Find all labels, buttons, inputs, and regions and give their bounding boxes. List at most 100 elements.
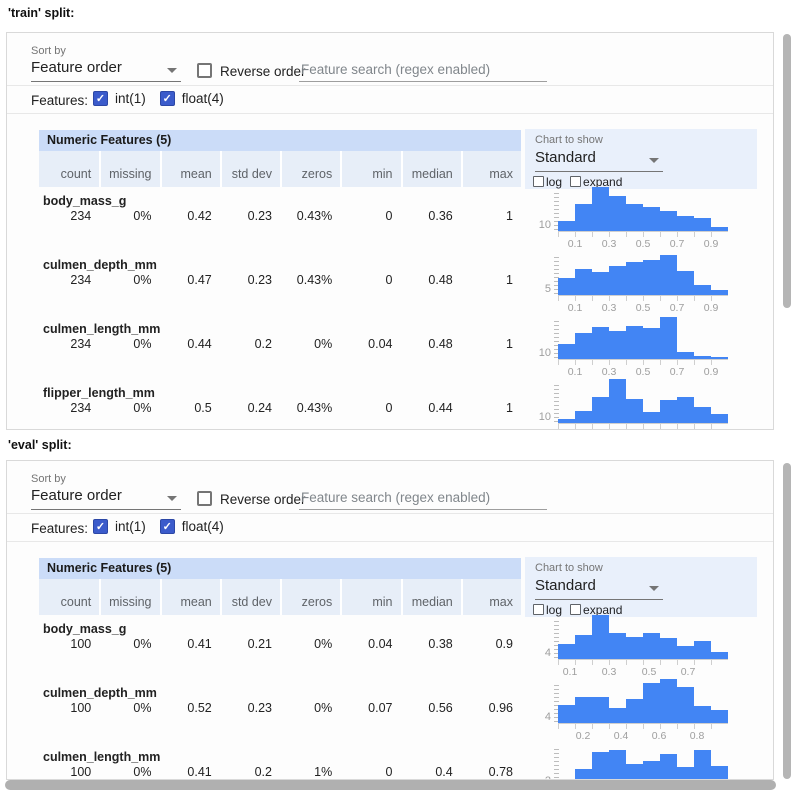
histogram-bar xyxy=(694,285,711,295)
column-header: zeros xyxy=(280,579,340,615)
histogram-x-tick: 0.4 xyxy=(613,730,629,742)
filter-checkbox[interactable]: ✓ xyxy=(159,91,175,107)
histogram-x-tick: 0.3 xyxy=(601,666,617,678)
sort-by-label: Sort by xyxy=(31,45,66,57)
histogram-x-tick: 0.6 xyxy=(651,730,667,742)
log-checkbox[interactable] xyxy=(533,604,544,616)
feature-type-filter: ✓ int(1) xyxy=(93,90,146,107)
histogram-bar xyxy=(592,752,609,779)
stat-cell: 234 xyxy=(70,209,92,223)
expand-checkbox[interactable] xyxy=(570,604,582,616)
histogram-bar xyxy=(592,615,609,659)
histogram-x-tick: 0.1 xyxy=(567,238,583,250)
column-header: median xyxy=(400,579,461,615)
histogram-x-tick: 0.7 xyxy=(669,238,685,250)
feature-name: body_mass_g xyxy=(43,622,127,636)
chart-to-show-box: Chart to show Standard log expand xyxy=(525,129,757,189)
train-split-label: 'train' split: xyxy=(8,6,75,20)
train-vertical-scrollbar[interactable] xyxy=(783,34,791,308)
expand-label: expand xyxy=(583,174,623,189)
chart-to-show-dropdown[interactable]: Standard xyxy=(535,149,663,172)
chart-to-show-value: Standard xyxy=(535,577,596,594)
filter-checkbox[interactable]: ✓ xyxy=(159,519,175,535)
feature-row: culmen_depth_mm 234 0% 0.47 0.23 0.43% 0 0.48 1 5… xyxy=(7,251,773,315)
histogram-x-labels: 0.1 0.3 0.5 0.7 0.9 xyxy=(558,366,728,378)
histogram-x-labels: 0.1 0.3 0.5 0.7 xyxy=(558,666,728,678)
column-header: missing xyxy=(99,151,159,187)
feature-search-input[interactable] xyxy=(299,57,547,82)
stat-cell: 0.07 xyxy=(368,701,393,715)
histogram-y-tick: 2 xyxy=(531,775,551,779)
stat-cell: 0.43% xyxy=(296,401,333,415)
histogram-bars xyxy=(558,679,728,723)
stat-cell: 0.96 xyxy=(488,701,513,715)
split-panel-eval: Sort by Feature order Reverse order Feat… xyxy=(6,460,774,780)
filter-label: int(1) xyxy=(115,519,146,535)
histogram-bar xyxy=(677,271,694,295)
feature-histogram: 10 0.1 0.3 0.5 0.7 0.9 xyxy=(531,315,728,379)
divider xyxy=(7,513,773,514)
chevron-down-icon xyxy=(649,158,659,163)
filter-checkbox[interactable]: ✓ xyxy=(93,519,108,535)
feature-rows: body_mass_g 100 0% 0.41 0.21 0% 0.04 0.38 0.9 4 0.… xyxy=(7,615,773,779)
histogram-x-axis xyxy=(558,659,728,665)
histogram-bar xyxy=(575,769,592,779)
histogram-bar xyxy=(609,750,626,779)
expand-checkbox[interactable] xyxy=(570,176,582,188)
chart-to-show-dropdown[interactable]: Standard xyxy=(535,577,663,600)
feature-stats: 234 0% 0.47 0.23 0.43% 0 0.48 1 xyxy=(39,273,521,287)
histogram-x-tick: 0.9 xyxy=(703,366,719,378)
stat-cell: 234 xyxy=(70,273,92,287)
feature-search-input[interactable] xyxy=(299,485,547,510)
histogram-bar xyxy=(558,344,575,359)
histogram-bar xyxy=(694,750,711,779)
eval-vertical-scrollbar[interactable] xyxy=(783,463,791,779)
feature-stats: 234 0% 0.44 0.2 0% 0.04 0.48 1 xyxy=(39,337,521,351)
histogram-bar xyxy=(711,766,728,779)
stat-cell: 0.44 xyxy=(187,337,212,351)
stat-cell: 0% xyxy=(314,337,333,351)
reverse-order-checkbox[interactable] xyxy=(197,63,212,78)
features-label: Features: xyxy=(31,521,89,536)
filter-label: int(1) xyxy=(115,91,146,107)
histogram-x-tick: 0.8 xyxy=(689,730,705,742)
log-checkbox[interactable] xyxy=(533,176,544,188)
numeric-features-header: Numeric Features (5) xyxy=(39,558,521,579)
eval-split-label: 'eval' split: xyxy=(8,438,72,452)
chart-to-show-box: Chart to show Standard log expand xyxy=(525,557,757,617)
histogram-bar xyxy=(626,764,643,779)
stat-cell: 0.23 xyxy=(247,701,272,715)
sort-by-value: Feature order xyxy=(31,59,122,76)
histogram-bar xyxy=(711,227,728,231)
histogram-bar xyxy=(609,379,626,423)
split-panel-train: Sort by Feature order Reverse order Feat… xyxy=(6,32,774,430)
sort-by-label: Sort by xyxy=(31,473,66,485)
histogram-x-labels: 0.1 0.3 0.5 0.7 0.9 xyxy=(558,302,728,314)
histogram-bar xyxy=(575,697,592,723)
filter-checkbox[interactable]: ✓ xyxy=(93,91,108,107)
table-column-headers: count missing mean std dev zeros min median max xyxy=(39,579,521,615)
horizontal-scrollbar[interactable] xyxy=(5,780,776,790)
histogram-bar xyxy=(643,761,660,779)
stat-cell: 100 xyxy=(70,765,92,779)
histogram-bar xyxy=(609,633,626,659)
histogram-bar xyxy=(626,204,643,231)
stat-cell: 0.36 xyxy=(428,209,453,223)
histogram-bar xyxy=(558,644,575,659)
histogram-bar xyxy=(558,221,575,231)
stat-cell: 0.44 xyxy=(428,401,453,415)
filter-label: float(4) xyxy=(181,91,224,107)
stat-cell: 0.42 xyxy=(187,209,212,223)
sort-by-dropdown[interactable]: Feature order xyxy=(31,59,181,82)
reverse-order-checkbox[interactable] xyxy=(197,491,212,506)
stat-cell: 0.9 xyxy=(495,637,513,651)
histogram-bar xyxy=(575,269,592,295)
stat-cell: 0% xyxy=(314,637,333,651)
stat-cell: 0.52 xyxy=(187,701,212,715)
histogram-x-tick: 0.3 xyxy=(601,366,617,378)
chart-to-show-label: Chart to show xyxy=(535,562,603,574)
feature-row: body_mass_g 234 0% 0.42 0.23 0.43% 0 0.36 1 10 0.1… xyxy=(7,187,773,251)
sort-by-dropdown[interactable]: Feature order xyxy=(31,487,181,510)
stat-cell: 0% xyxy=(133,337,152,351)
